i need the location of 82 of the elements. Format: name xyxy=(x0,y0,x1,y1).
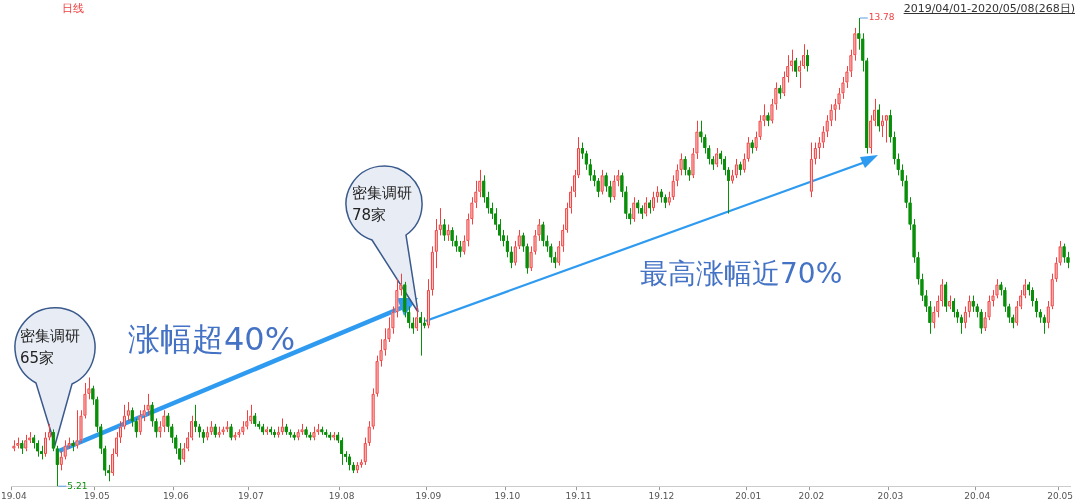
x-tick-label: 19.08 xyxy=(328,490,355,501)
candlestick xyxy=(892,131,896,165)
candlestick xyxy=(675,163,679,187)
candlestick xyxy=(63,439,67,460)
candlestick xyxy=(438,207,442,236)
candlestick xyxy=(944,281,948,313)
x-tick-label: 19.05 xyxy=(83,490,110,501)
x-tick-label: 20.01 xyxy=(735,490,762,501)
candlestick xyxy=(194,404,197,433)
candlestick xyxy=(900,163,904,187)
candlestick xyxy=(880,114,884,138)
x-tick-label: 19.07 xyxy=(237,490,264,501)
candlestick xyxy=(146,393,150,417)
candlestick xyxy=(596,177,600,198)
annotation: 涨幅超40% xyxy=(128,319,296,360)
annotation: 13.78 xyxy=(868,12,895,23)
x-tick-label: 20.02 xyxy=(798,490,825,501)
candlestick xyxy=(415,305,419,332)
candlestick xyxy=(138,409,142,436)
candlestick xyxy=(130,407,134,428)
candlestick xyxy=(1034,297,1038,318)
candlestick xyxy=(541,221,545,247)
candlestick xyxy=(363,437,367,466)
candlestick xyxy=(805,49,809,73)
candlestick xyxy=(150,401,154,428)
x-tick-label: 20.04 xyxy=(964,490,991,501)
candlestick xyxy=(122,404,126,430)
candlestick xyxy=(442,218,446,242)
x-tick-label: 19.11 xyxy=(565,490,592,501)
candlestick xyxy=(734,158,738,179)
annotation: 5.21 xyxy=(67,480,88,491)
candlestick xyxy=(367,420,371,447)
candlestick xyxy=(888,109,892,144)
candlestick xyxy=(794,57,798,78)
candlestick xyxy=(683,155,687,176)
candlestick xyxy=(584,150,588,171)
candlestick xyxy=(671,174,675,201)
annotation: 密集调研 78家 xyxy=(352,183,412,226)
candlestick xyxy=(896,152,900,176)
candlestick xyxy=(600,169,604,195)
annotation: 最高涨幅近70% xyxy=(640,256,843,292)
candlestick xyxy=(877,103,880,133)
candlestick xyxy=(482,174,486,204)
candlestick xyxy=(126,401,130,422)
candlestick xyxy=(434,218,438,269)
annotation: 密集调研 65家 xyxy=(20,326,80,369)
candlestick xyxy=(959,314,963,335)
candlestick xyxy=(75,409,79,449)
candlestick xyxy=(813,142,817,165)
candlestick xyxy=(134,417,138,439)
candlestick xyxy=(1042,314,1046,335)
candlestick xyxy=(746,136,750,163)
candlestick xyxy=(869,114,873,154)
candlestick xyxy=(699,120,703,144)
candlestick xyxy=(249,404,253,425)
candlestick xyxy=(430,245,434,297)
text: 日线 xyxy=(62,1,84,16)
x-tick-label: 19.09 xyxy=(415,490,442,501)
candlestick xyxy=(932,305,936,329)
candlestick xyxy=(644,196,648,217)
candlestick xyxy=(652,191,655,212)
x-tick-label: 20.05 xyxy=(1047,490,1074,501)
candlestick xyxy=(967,295,971,318)
x-tick-label: 19.10 xyxy=(494,490,521,501)
candlestick xyxy=(1062,243,1066,264)
x-tick-label: 19.04 xyxy=(1,490,28,501)
x-tick-label: 20.03 xyxy=(877,490,904,501)
candlestick xyxy=(979,308,983,335)
x-tick-label: 19.12 xyxy=(648,490,675,501)
candlestick xyxy=(509,245,513,269)
candlestick xyxy=(821,125,825,149)
x-tick-label: 19.06 xyxy=(162,490,189,501)
candlestick xyxy=(715,147,719,168)
candlestick xyxy=(612,174,616,201)
candlestick xyxy=(963,305,967,329)
text: 2019/04/01-2020/05/08(268日) xyxy=(903,1,1075,16)
candlestick xyxy=(829,103,833,127)
candlestick xyxy=(604,172,608,193)
candlestick xyxy=(884,114,888,144)
candlestick xyxy=(59,450,63,471)
candlestick xyxy=(809,142,813,198)
candlestick xyxy=(505,234,509,258)
